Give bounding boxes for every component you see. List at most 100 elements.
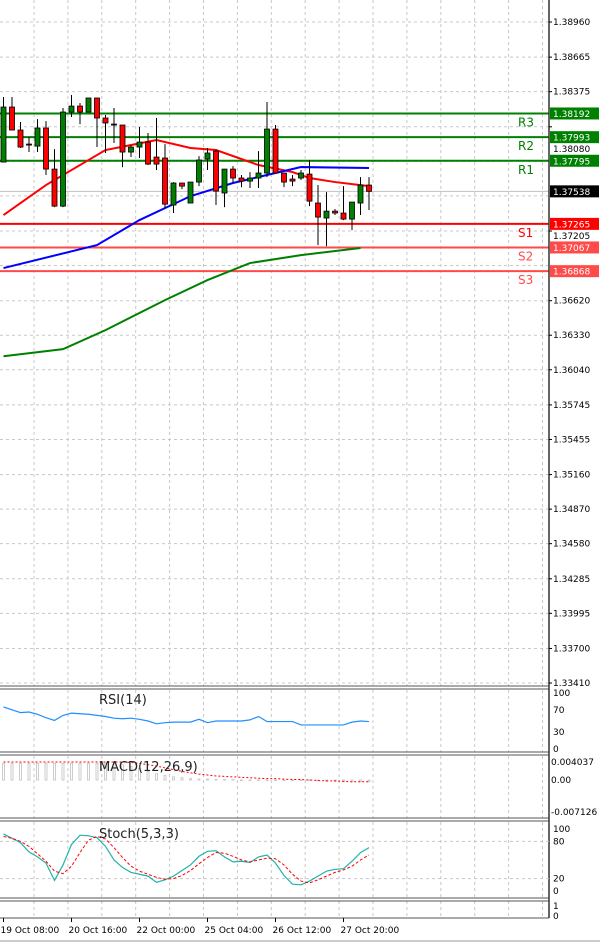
macd-histogram-bar <box>104 762 107 781</box>
bearish-candle <box>238 177 245 182</box>
bullish-candle <box>221 168 228 194</box>
macd-histogram-bar <box>27 762 31 781</box>
time-tick-label: 19 Oct 08:00 <box>1 926 60 936</box>
macd-histogram-bar <box>2 762 5 781</box>
rsi-tick-label: 70 <box>553 706 565 716</box>
bullish-candle <box>196 159 202 183</box>
rsi-tick-label: 0 <box>553 745 559 755</box>
price-tick-label: 1.36620 <box>553 297 590 307</box>
macd-histogram-bar <box>112 763 116 781</box>
macd-histogram-bar <box>223 779 226 781</box>
bullish-candle <box>264 128 270 174</box>
pivot-name-r1: R1 <box>518 163 534 177</box>
pivot-price-badge <box>550 265 599 278</box>
macd-histogram-bar <box>10 762 14 781</box>
pivot-price-label: 1.37067 <box>553 244 590 254</box>
macd-histogram-bar <box>78 762 82 781</box>
candles <box>0 95 372 247</box>
pivot-name-r3: R3 <box>518 115 534 129</box>
bearish-candle <box>111 123 117 126</box>
bearish-candle <box>17 129 24 148</box>
bearish-candle <box>9 106 15 131</box>
bullish-candle <box>349 201 355 220</box>
rsi-panel <box>3 706 370 726</box>
price-tick-label: 1.36330 <box>553 331 590 341</box>
bearish-candle <box>153 156 160 165</box>
bearish-candle <box>51 168 58 207</box>
axes: 1.38960 1.38665 1.38375 1.38080 1.37205 1.366… <box>1 18 599 936</box>
macd-histogram-bar <box>189 778 192 781</box>
bullish-candle <box>170 182 177 206</box>
macd-histogram-bar <box>129 766 133 781</box>
bullish-candle <box>247 177 253 182</box>
moving-average-line-1 <box>2 139 370 216</box>
rsi-tick-label: 100 <box>553 689 570 699</box>
pivot-price-label: 1.37265 <box>553 220 590 230</box>
bearish-candle <box>119 124 126 153</box>
price-tick-label: 1.34580 <box>553 540 590 550</box>
bearish-candle <box>77 105 83 113</box>
current-price-badge <box>550 185 599 198</box>
macd-histogram-bar <box>367 779 371 783</box>
moving-average-line-3 <box>3 247 361 358</box>
bullish-candle <box>136 141 143 148</box>
price-tick-label: 1.37205 <box>553 232 590 242</box>
bullish-candle <box>357 184 364 204</box>
pivot-name-s3: S3 <box>518 273 533 287</box>
rsi-tick-label: 30 <box>553 728 565 738</box>
bearish-candle <box>102 117 109 124</box>
price-tick-label: 1.38080 <box>553 145 590 155</box>
macd-histogram-bar <box>95 762 99 781</box>
macd-histogram-bar <box>172 776 175 781</box>
stochastic-tick-label: 80 <box>553 837 565 847</box>
price-tick-label: 1.33410 <box>553 679 590 689</box>
bullish-candle <box>68 105 75 113</box>
bullish-candle <box>128 146 134 153</box>
bearish-candle <box>272 128 279 174</box>
bearish-candle <box>43 127 49 170</box>
macd-histogram-bar <box>36 762 39 781</box>
macd-histogram-bar <box>87 762 90 781</box>
stochastic-tick-label: 0 <box>553 887 559 897</box>
empty-panel-tick-label: 1 <box>553 902 559 912</box>
bearish-candle <box>230 168 236 179</box>
current-price-label: 1.37538 <box>553 188 590 198</box>
bearish-candle <box>26 143 32 146</box>
price-tick-label: 1.34285 <box>553 575 590 585</box>
macd-histogram-bar <box>359 779 362 783</box>
bearish-candle <box>281 172 287 183</box>
pivot-price-label: 1.36868 <box>553 268 590 278</box>
macd-histogram-bar <box>121 764 124 781</box>
time-tick-label: 22 Oct 00:00 <box>137 926 196 936</box>
macd-panel <box>2 761 371 783</box>
pivot-price-badge <box>550 131 599 144</box>
macd-histogram-bar <box>19 762 22 781</box>
pivot-price-label: 1.37795 <box>553 157 590 167</box>
bullish-candle <box>323 210 330 219</box>
bearish-candle <box>315 202 321 218</box>
time-tick-label: 25 Oct 04:00 <box>205 926 264 936</box>
macd-histogram-bar <box>197 778 201 781</box>
macd-histogram-bar <box>214 779 218 781</box>
bullish-candle <box>85 97 92 113</box>
stochastic-d-line <box>3 835 370 884</box>
macd-histogram-bar <box>44 762 48 781</box>
time-tick-label: 27 Oct 20:00 <box>341 926 400 936</box>
bearish-candle <box>289 178 296 182</box>
price-tick-label: 1.36040 <box>553 366 590 376</box>
macd-histogram-bar <box>61 762 65 781</box>
price-tick-label: 1.35745 <box>553 401 590 411</box>
pivot-price-label: 1.38192 <box>553 110 590 120</box>
macd-histogram-bar <box>299 779 303 781</box>
moving-average-line-2 <box>3 166 370 270</box>
macd-histogram-bar <box>53 762 56 781</box>
bullish-candle <box>298 172 304 179</box>
stochastic-title: Stoch(5,3,3) <box>99 827 179 842</box>
macd-histogram-bar <box>70 762 73 781</box>
bearish-candle <box>179 182 185 187</box>
empty-panel-tick-label: 0 <box>553 912 559 922</box>
macd-histogram-bar <box>308 779 311 781</box>
macd-histogram-bar <box>138 767 141 781</box>
